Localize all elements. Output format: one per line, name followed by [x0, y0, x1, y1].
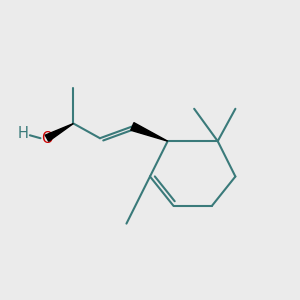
Polygon shape — [45, 124, 74, 141]
Text: H: H — [18, 126, 29, 141]
Polygon shape — [131, 123, 168, 141]
Text: O: O — [41, 131, 53, 146]
